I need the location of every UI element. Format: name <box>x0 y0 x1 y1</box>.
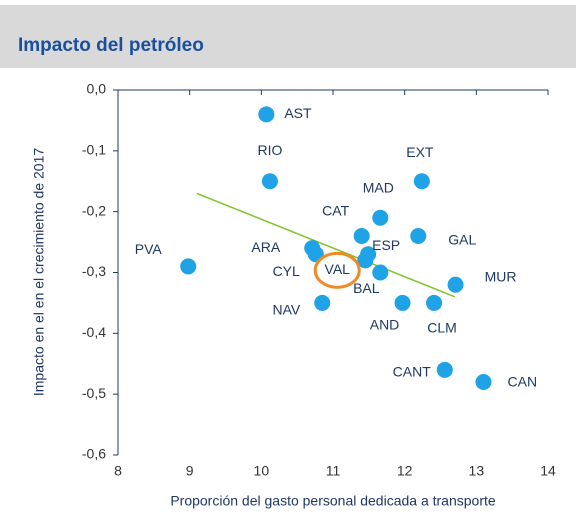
point-label: BAL <box>353 280 380 296</box>
point <box>410 228 427 244</box>
highlight-circle <box>313 251 361 289</box>
point-label: CANT <box>393 364 432 380</box>
x-tick-label: 13 <box>469 463 485 479</box>
point <box>475 374 492 390</box>
point-label: CLM <box>427 320 457 336</box>
point-label: CYL <box>273 263 300 279</box>
x-tick-label: 10 <box>254 463 270 479</box>
point <box>314 294 331 311</box>
point <box>357 252 374 269</box>
point-label: AND <box>370 317 400 333</box>
point-label: VAL <box>325 261 351 277</box>
point <box>413 173 430 190</box>
point-label: ESP <box>372 237 400 253</box>
point <box>180 258 197 275</box>
point <box>353 228 370 244</box>
y-tick-label: -0,2 <box>82 202 106 218</box>
x-tick-label: 14 <box>540 463 556 479</box>
point-label: AST <box>284 105 312 121</box>
y-axis-label: Impacto en el en el crecimiento de 2017 <box>31 148 47 396</box>
x-tick-label: 11 <box>326 463 341 479</box>
point-label: ARA <box>251 239 280 255</box>
y-tick-label: 0,0 <box>87 81 107 97</box>
point <box>372 209 389 226</box>
point <box>394 294 411 311</box>
y-tick-label: -0,5 <box>82 385 106 401</box>
point-label: MAD <box>363 179 394 195</box>
point <box>426 294 443 311</box>
point-label: EXT <box>406 144 434 160</box>
point-label: CAN <box>508 374 538 390</box>
point-label: GAL <box>448 232 476 248</box>
point <box>436 361 453 378</box>
point <box>258 106 275 123</box>
point-label: RIO <box>257 142 282 158</box>
x-tick-label: 9 <box>186 463 194 479</box>
point <box>261 173 278 190</box>
point-label: CAT <box>322 203 349 219</box>
header-band <box>0 5 576 68</box>
y-tick-label: -0,3 <box>82 263 106 279</box>
point <box>372 264 389 281</box>
y-tick-label: -0,6 <box>82 446 106 462</box>
chart-title: Impacto del petróleo <box>18 35 204 56</box>
x-tick-label: 8 <box>114 463 122 479</box>
y-tick-label: -0,4 <box>82 324 106 340</box>
point-label: MUR <box>485 268 517 284</box>
point-label: NAV <box>273 302 301 318</box>
x-axis-label: Proporción del gasto personal dedicada a… <box>170 493 496 509</box>
trendline <box>196 192 456 298</box>
point <box>447 276 464 293</box>
x-tick-label: 12 <box>397 463 413 479</box>
point-label: PVA <box>135 241 163 257</box>
y-tick-label: -0,1 <box>82 142 106 158</box>
